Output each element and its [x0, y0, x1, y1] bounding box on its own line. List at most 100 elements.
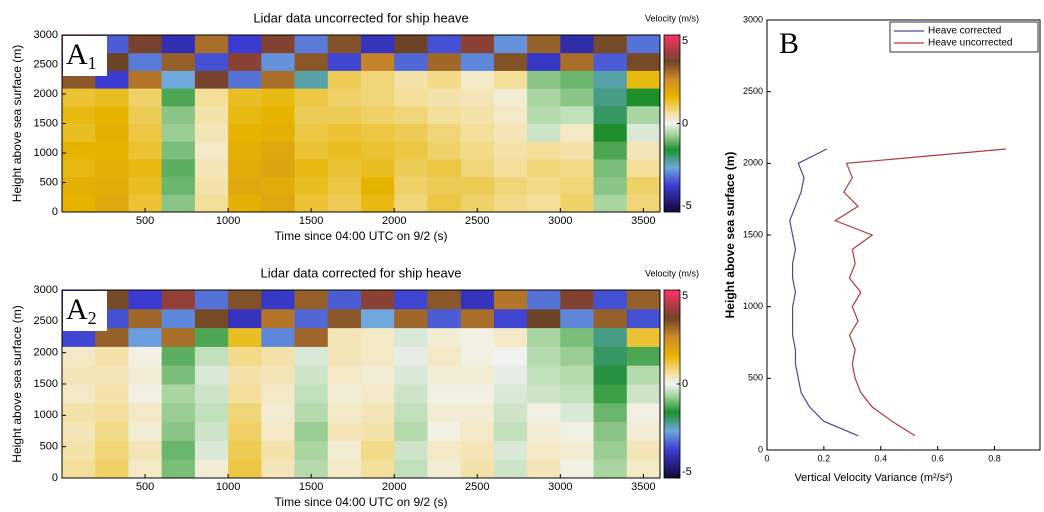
heatmap-cell — [228, 53, 262, 71]
heatmap-cell — [62, 88, 96, 106]
x-tick-label: 3000 — [548, 481, 572, 493]
heatmap-cell — [195, 422, 229, 441]
heatmap-cell — [427, 88, 461, 106]
heatmap-cell — [328, 70, 362, 88]
heatmap-cell — [527, 88, 561, 106]
colorbar-label: Velocity (m/s) — [645, 268, 699, 278]
heatmap-cell — [228, 88, 262, 106]
heatmap-cell — [560, 290, 594, 309]
heatmap-cell — [594, 309, 628, 328]
heatmap-cell — [328, 459, 362, 478]
heatmap-cell — [195, 124, 229, 142]
heatmap-cell — [527, 177, 561, 195]
heatmap-cell — [195, 35, 229, 53]
heatmap-cell — [627, 422, 661, 441]
heatmap-cell — [560, 124, 594, 142]
heatmap-cell — [162, 177, 196, 195]
heatmap-cell — [560, 384, 594, 403]
heatmap-cell — [195, 290, 229, 309]
heatmap-cell — [162, 35, 196, 53]
heatmap-cell — [62, 106, 96, 124]
heatmap-cell — [128, 440, 162, 459]
heatmap-cell — [560, 328, 594, 347]
heatmap-cell — [95, 177, 129, 195]
heatmap-cell — [594, 70, 628, 88]
heatmap-cell — [195, 346, 229, 365]
heatmap-cell — [594, 365, 628, 384]
x-tick-label: 1500 — [299, 481, 323, 493]
heatmap-cell — [228, 141, 262, 159]
heatmap-cell — [328, 106, 362, 124]
heatmap-cell — [527, 309, 561, 328]
heatmap-cell — [361, 290, 395, 309]
y-tick-label: 2000 — [34, 88, 58, 100]
heatmap-cell — [128, 177, 162, 195]
heatmap-cell — [627, 365, 661, 384]
heatmap-cell — [295, 159, 329, 177]
colorbar-tick-label: 5 — [682, 290, 688, 302]
heatmap-cell — [162, 290, 196, 309]
y-tick-label: 0 — [758, 444, 763, 454]
heatmap-cell — [95, 422, 129, 441]
heatmap-cell — [228, 440, 262, 459]
heatmap-cell — [527, 346, 561, 365]
panel-label-letter: A — [66, 38, 88, 71]
y-tick-label: 3000 — [34, 29, 58, 41]
x-tick-label: 0.4 — [874, 453, 887, 463]
heatmap-cell — [261, 309, 295, 328]
heatmap-cell — [627, 403, 661, 422]
heatmap-cell — [560, 309, 594, 328]
heatmap-cell — [261, 403, 295, 422]
x-tick-label: 2000 — [382, 481, 406, 493]
heatmap-cell — [328, 365, 362, 384]
y-tick-label: 2500 — [34, 315, 58, 327]
heatmap-cell — [494, 106, 528, 124]
heatmap-cell — [128, 159, 162, 177]
heatmap-cell — [62, 124, 96, 142]
heatmap-cell — [228, 309, 262, 328]
heatmap-cell — [527, 459, 561, 478]
heatmap-cell — [494, 309, 528, 328]
heatmap-cell — [361, 141, 395, 159]
y-axis-label: Height above sea surface (m) — [10, 305, 24, 462]
heatmap-cell — [560, 106, 594, 124]
heatmap-cell — [560, 53, 594, 71]
heatmap-cell — [594, 53, 628, 71]
heatmap-cell — [328, 440, 362, 459]
heatmap-cell — [261, 177, 295, 195]
heatmap-cell — [328, 35, 362, 53]
heatmap-cell — [62, 365, 96, 384]
heatmap-cell — [328, 422, 362, 441]
heatmap-cell — [228, 106, 262, 124]
heatmap-cell — [527, 159, 561, 177]
heatmap-cell — [295, 53, 329, 71]
heatmap-cell — [461, 422, 495, 441]
heatmap-cell — [494, 141, 528, 159]
colorbar-tick-label: 0 — [682, 378, 688, 390]
heatmap-cell — [62, 440, 96, 459]
heatmap-cell — [228, 422, 262, 441]
heatmap-cell — [527, 194, 561, 212]
heatmap-cell — [594, 403, 628, 422]
heatmap-cell — [162, 328, 196, 347]
heatmap-cell — [295, 35, 329, 53]
heatmap-cell — [295, 290, 329, 309]
heatmap-cell — [228, 365, 262, 384]
heatmap-cell — [328, 194, 362, 212]
heatmap-cell — [261, 194, 295, 212]
y-tick-label: 1500 — [34, 117, 58, 129]
x-tick-label: 3500 — [631, 481, 655, 493]
heatmap-cell — [261, 422, 295, 441]
heatmap-cell — [162, 440, 196, 459]
heatmap-cell — [361, 35, 395, 53]
heatmap-cell — [594, 106, 628, 124]
heatmap-cell — [228, 177, 262, 195]
x-tick-label: 3500 — [631, 215, 655, 227]
heatmap-cell — [394, 53, 428, 71]
heatmap-cell — [594, 384, 628, 403]
heatmap-cell — [128, 70, 162, 88]
heatmap-cell — [627, 328, 661, 347]
heatmap-cell — [261, 346, 295, 365]
heatmap-cell — [594, 194, 628, 212]
